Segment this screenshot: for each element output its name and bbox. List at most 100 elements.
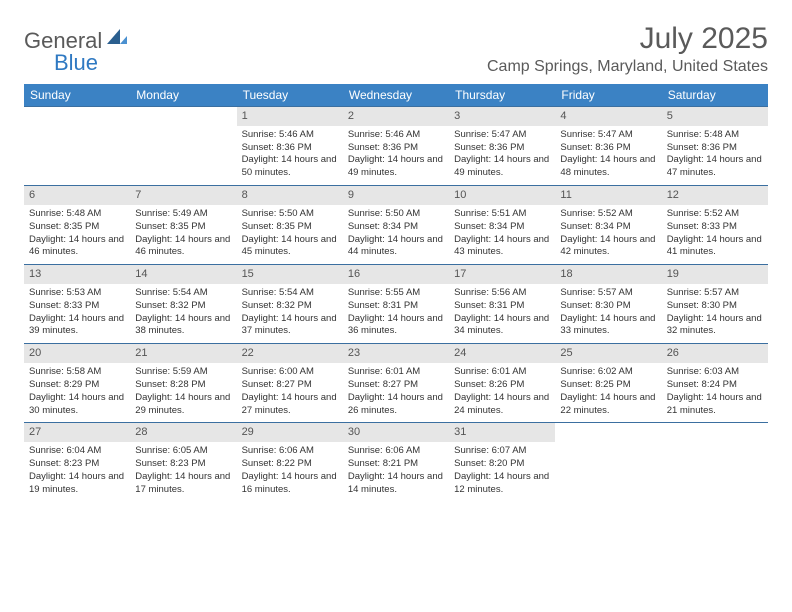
sunset-line: Sunset: 8:23 PM xyxy=(29,458,125,471)
week-row: 27Sunrise: 6:04 AMSunset: 8:23 PMDayligh… xyxy=(24,422,768,501)
sunset-line: Sunset: 8:21 PM xyxy=(348,458,444,471)
day-body: Sunrise: 5:53 AMSunset: 8:33 PMDaylight:… xyxy=(24,284,130,343)
day-number: 14 xyxy=(130,265,236,284)
sunrise-line: Sunrise: 6:03 AM xyxy=(667,366,763,379)
day-number: 15 xyxy=(237,265,343,284)
daylight-line: Daylight: 14 hours and 27 minutes. xyxy=(242,392,338,418)
sunrise-line: Sunrise: 5:59 AM xyxy=(135,366,231,379)
day-body: Sunrise: 5:56 AMSunset: 8:31 PMDaylight:… xyxy=(449,284,555,343)
day-number: 24 xyxy=(449,344,555,363)
daylight-line: Daylight: 14 hours and 47 minutes. xyxy=(667,154,763,180)
sunset-line: Sunset: 8:30 PM xyxy=(560,300,656,313)
day-cell: 10Sunrise: 5:51 AMSunset: 8:34 PMDayligh… xyxy=(449,186,555,264)
sunset-line: Sunset: 8:29 PM xyxy=(29,379,125,392)
month-title: July 2025 xyxy=(487,22,768,56)
day-number: 28 xyxy=(130,423,236,442)
day-cell: 9Sunrise: 5:50 AMSunset: 8:34 PMDaylight… xyxy=(343,186,449,264)
day-number: 27 xyxy=(24,423,130,442)
week-row: 1Sunrise: 5:46 AMSunset: 8:36 PMDaylight… xyxy=(24,106,768,185)
weekday-header-row: SundayMondayTuesdayWednesdayThursdayFrid… xyxy=(24,84,768,106)
day-number: 26 xyxy=(662,344,768,363)
day-number: 3 xyxy=(449,107,555,126)
day-cell: 24Sunrise: 6:01 AMSunset: 8:26 PMDayligh… xyxy=(449,344,555,422)
sunrise-line: Sunrise: 5:54 AM xyxy=(135,287,231,300)
day-body: Sunrise: 5:50 AMSunset: 8:35 PMDaylight:… xyxy=(237,205,343,264)
day-body: Sunrise: 5:50 AMSunset: 8:34 PMDaylight:… xyxy=(343,205,449,264)
daylight-line: Daylight: 14 hours and 22 minutes. xyxy=(560,392,656,418)
day-body: Sunrise: 5:54 AMSunset: 8:32 PMDaylight:… xyxy=(237,284,343,343)
sunrise-line: Sunrise: 5:49 AM xyxy=(135,208,231,221)
day-number: 20 xyxy=(24,344,130,363)
day-number: 29 xyxy=(237,423,343,442)
sunset-line: Sunset: 8:34 PM xyxy=(454,221,550,234)
daylight-line: Daylight: 14 hours and 24 minutes. xyxy=(454,392,550,418)
day-number: 10 xyxy=(449,186,555,205)
sunset-line: Sunset: 8:36 PM xyxy=(454,142,550,155)
sunset-line: Sunset: 8:33 PM xyxy=(29,300,125,313)
sunrise-line: Sunrise: 6:04 AM xyxy=(29,445,125,458)
day-cell: 4Sunrise: 5:47 AMSunset: 8:36 PMDaylight… xyxy=(555,107,661,185)
day-body: Sunrise: 5:55 AMSunset: 8:31 PMDaylight:… xyxy=(343,284,449,343)
day-body: Sunrise: 5:46 AMSunset: 8:36 PMDaylight:… xyxy=(237,126,343,185)
day-body: Sunrise: 5:51 AMSunset: 8:34 PMDaylight:… xyxy=(449,205,555,264)
sunrise-line: Sunrise: 6:00 AM xyxy=(242,366,338,379)
day-body: Sunrise: 5:54 AMSunset: 8:32 PMDaylight:… xyxy=(130,284,236,343)
daylight-line: Daylight: 14 hours and 43 minutes. xyxy=(454,234,550,260)
daylight-line: Daylight: 14 hours and 42 minutes. xyxy=(560,234,656,260)
day-number: 23 xyxy=(343,344,449,363)
sunrise-line: Sunrise: 5:56 AM xyxy=(454,287,550,300)
sunrise-line: Sunrise: 5:57 AM xyxy=(560,287,656,300)
day-cell: 12Sunrise: 5:52 AMSunset: 8:33 PMDayligh… xyxy=(662,186,768,264)
empty-cell xyxy=(662,423,768,501)
day-body: Sunrise: 5:52 AMSunset: 8:33 PMDaylight:… xyxy=(662,205,768,264)
header: General July 2025 Camp Springs, Maryland… xyxy=(24,22,768,76)
empty-cell xyxy=(555,423,661,501)
day-body: Sunrise: 5:48 AMSunset: 8:35 PMDaylight:… xyxy=(24,205,130,264)
day-body: Sunrise: 6:04 AMSunset: 8:23 PMDaylight:… xyxy=(24,442,130,501)
calendar-page: General July 2025 Camp Springs, Maryland… xyxy=(0,0,792,523)
sunrise-line: Sunrise: 6:06 AM xyxy=(242,445,338,458)
day-cell: 21Sunrise: 5:59 AMSunset: 8:28 PMDayligh… xyxy=(130,344,236,422)
daylight-line: Daylight: 14 hours and 33 minutes. xyxy=(560,313,656,339)
empty-cell xyxy=(130,107,236,185)
day-number: 22 xyxy=(237,344,343,363)
day-cell: 13Sunrise: 5:53 AMSunset: 8:33 PMDayligh… xyxy=(24,265,130,343)
sunrise-line: Sunrise: 5:52 AM xyxy=(667,208,763,221)
day-number: 11 xyxy=(555,186,661,205)
sunset-line: Sunset: 8:34 PM xyxy=(348,221,444,234)
sunrise-line: Sunrise: 5:46 AM xyxy=(348,129,444,142)
weekday-header: Tuesday xyxy=(237,84,343,106)
daylight-line: Daylight: 14 hours and 32 minutes. xyxy=(667,313,763,339)
day-cell: 1Sunrise: 5:46 AMSunset: 8:36 PMDaylight… xyxy=(237,107,343,185)
daylight-line: Daylight: 14 hours and 49 minutes. xyxy=(454,154,550,180)
sunset-line: Sunset: 8:33 PM xyxy=(667,221,763,234)
daylight-line: Daylight: 14 hours and 46 minutes. xyxy=(29,234,125,260)
location-text: Camp Springs, Maryland, United States xyxy=(487,58,768,76)
sunrise-line: Sunrise: 6:06 AM xyxy=(348,445,444,458)
day-cell: 25Sunrise: 6:02 AMSunset: 8:25 PMDayligh… xyxy=(555,344,661,422)
day-cell: 16Sunrise: 5:55 AMSunset: 8:31 PMDayligh… xyxy=(343,265,449,343)
sunrise-line: Sunrise: 5:51 AM xyxy=(454,208,550,221)
day-number: 9 xyxy=(343,186,449,205)
daylight-line: Daylight: 14 hours and 29 minutes. xyxy=(135,392,231,418)
sunset-line: Sunset: 8:34 PM xyxy=(560,221,656,234)
day-cell: 5Sunrise: 5:48 AMSunset: 8:36 PMDaylight… xyxy=(662,107,768,185)
sunrise-line: Sunrise: 5:47 AM xyxy=(560,129,656,142)
sunrise-line: Sunrise: 5:48 AM xyxy=(29,208,125,221)
daylight-line: Daylight: 14 hours and 37 minutes. xyxy=(242,313,338,339)
day-body: Sunrise: 6:02 AMSunset: 8:25 PMDaylight:… xyxy=(555,363,661,422)
daylight-line: Daylight: 14 hours and 49 minutes. xyxy=(348,154,444,180)
day-number: 8 xyxy=(237,186,343,205)
day-body: Sunrise: 6:07 AMSunset: 8:20 PMDaylight:… xyxy=(449,442,555,501)
daylight-line: Daylight: 14 hours and 41 minutes. xyxy=(667,234,763,260)
sunset-line: Sunset: 8:30 PM xyxy=(667,300,763,313)
day-cell: 29Sunrise: 6:06 AMSunset: 8:22 PMDayligh… xyxy=(237,423,343,501)
sunset-line: Sunset: 8:20 PM xyxy=(454,458,550,471)
day-number: 12 xyxy=(662,186,768,205)
sunrise-line: Sunrise: 6:07 AM xyxy=(454,445,550,458)
day-body: Sunrise: 5:46 AMSunset: 8:36 PMDaylight:… xyxy=(343,126,449,185)
sunset-line: Sunset: 8:28 PM xyxy=(135,379,231,392)
day-cell: 22Sunrise: 6:00 AMSunset: 8:27 PMDayligh… xyxy=(237,344,343,422)
day-number: 1 xyxy=(237,107,343,126)
sunrise-line: Sunrise: 6:05 AM xyxy=(135,445,231,458)
